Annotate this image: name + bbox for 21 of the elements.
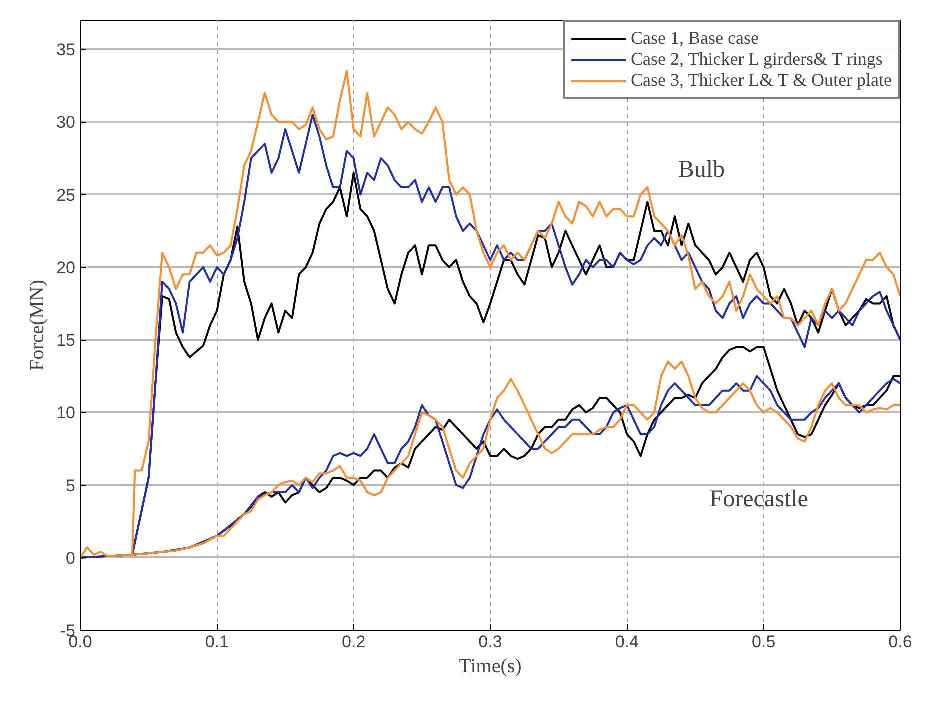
annotation: Bulb	[678, 157, 726, 184]
y-tick-label: 10	[56, 404, 76, 423]
x-tick-label: 0.2	[342, 632, 366, 652]
y-tick-label: 5	[66, 476, 76, 496]
y-tick-label: 15	[56, 331, 76, 350]
x-axis-title: Time(s)	[459, 656, 522, 678]
x-tick-label: 0.6	[888, 632, 912, 652]
y-axis-title: Force(MN)	[26, 280, 49, 372]
annotation: Forecastle	[710, 486, 808, 512]
legend-label: Case 3, Thicker L& T & Outer plate	[631, 70, 892, 91]
y-tick-label: 20	[56, 258, 76, 278]
x-tick-label: 0.4	[615, 632, 639, 652]
x-tick-label: 0.3	[478, 632, 502, 652]
y-tick-label: 35	[56, 40, 76, 60]
y-tick-label: 25	[56, 186, 76, 205]
x-tick-label: 0.5	[752, 632, 776, 652]
x-tick-label: 0.1	[205, 632, 229, 652]
legend-label: Case 2, Thicker L girders& T rings	[631, 49, 883, 70]
legend-label: Case 1, Base case	[631, 28, 759, 49]
y-tick-label: 30	[56, 113, 76, 132]
y-tick-label: 0	[66, 548, 76, 568]
